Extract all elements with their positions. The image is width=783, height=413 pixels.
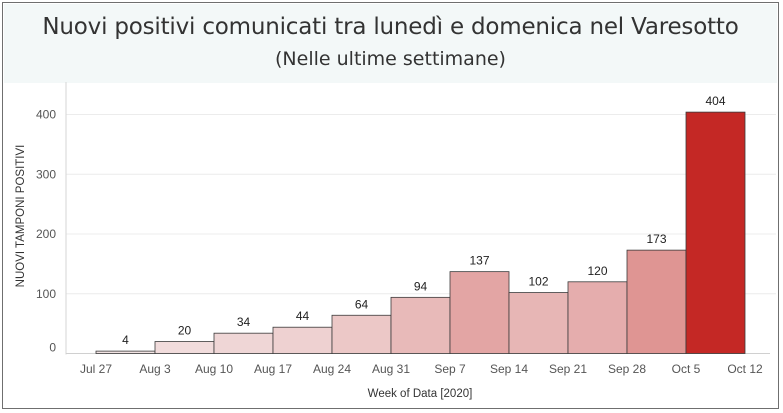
chart-title: Nuovi positivi comunicati tra lunedì e d…: [42, 14, 739, 40]
data-label: 4: [122, 333, 129, 347]
y-tick-label: 200: [36, 227, 56, 241]
data-label: 44: [296, 309, 310, 323]
x-tick-label: Jul 27: [80, 362, 112, 376]
x-tick-label: Sep 21: [549, 362, 587, 376]
data-label: 64: [355, 297, 369, 311]
bar: [154, 341, 215, 354]
data-label: 34: [237, 315, 251, 329]
x-tick-label: Sep 14: [490, 362, 528, 376]
bar: [95, 350, 156, 354]
x-tick-label: Sep 7: [434, 362, 466, 376]
x-tick-label: Oct 12: [727, 362, 763, 376]
bar: [449, 271, 510, 354]
x-tick-label: Aug 17: [254, 362, 292, 376]
data-label: 94: [414, 279, 428, 293]
y-tick-label: 400: [36, 108, 56, 122]
data-label: 404: [705, 94, 725, 108]
x-tick-label: Aug 3: [139, 362, 171, 376]
x-tick-label: Aug 10: [195, 362, 233, 376]
bar: [331, 314, 392, 354]
chart-subtitle: (Nelle ultime settimane): [275, 48, 506, 70]
x-tick-label: Oct 5: [672, 362, 701, 376]
y-axis-title: NUOVI TAMPONI POSITIVI: [15, 145, 27, 288]
y-tick-label: 100: [36, 287, 56, 301]
bar: [508, 292, 569, 354]
x-tick-label: Sep 28: [608, 362, 646, 376]
bar: [626, 249, 687, 354]
y-tick-label: 0: [49, 341, 56, 355]
bar: [390, 296, 451, 354]
data-label: 102: [528, 275, 548, 289]
bar: [213, 332, 274, 354]
chart-header: Nuovi positivi comunicati tra lunedì e d…: [4, 4, 777, 83]
data-label: 173: [646, 232, 666, 246]
y-tick-label: 300: [36, 167, 56, 181]
bar: [272, 326, 333, 354]
x-tick-label: Aug 31: [372, 362, 410, 376]
x-tick-label: Aug 24: [313, 362, 351, 376]
bar: [685, 111, 746, 354]
x-axis-title: Week of Data [2020]: [368, 388, 473, 400]
data-label: 20: [178, 324, 192, 338]
bar: [567, 281, 628, 354]
data-label: 137: [469, 254, 489, 268]
data-label: 120: [587, 264, 607, 278]
